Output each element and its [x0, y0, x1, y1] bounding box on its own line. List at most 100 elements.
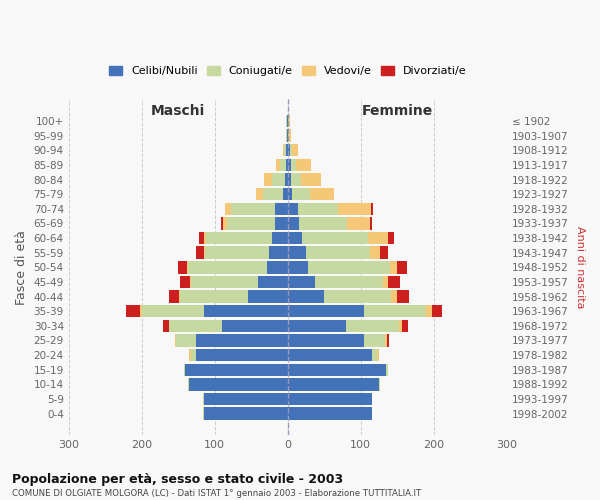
Bar	[275, 202, 287, 215]
Bar	[191, 349, 196, 362]
Bar	[204, 408, 287, 420]
Bar	[298, 202, 338, 215]
Bar	[272, 232, 287, 244]
Bar	[283, 144, 284, 156]
Bar	[368, 232, 388, 244]
Bar	[287, 174, 290, 186]
Bar	[142, 305, 204, 318]
Bar	[346, 320, 398, 332]
Bar	[285, 174, 287, 186]
Bar	[175, 334, 176, 346]
Bar	[427, 305, 432, 318]
Bar	[283, 188, 287, 200]
Bar	[204, 232, 206, 244]
Bar	[397, 261, 407, 274]
Bar	[287, 158, 290, 171]
Bar	[377, 349, 379, 362]
Bar	[196, 334, 287, 346]
Bar	[169, 320, 222, 332]
Bar	[287, 378, 379, 390]
Bar	[267, 261, 287, 274]
Bar	[386, 364, 388, 376]
Bar	[204, 393, 287, 405]
Bar	[347, 217, 370, 230]
Bar	[302, 232, 368, 244]
Bar	[287, 364, 386, 376]
Bar	[287, 246, 306, 259]
Bar	[125, 305, 140, 318]
Bar	[289, 130, 290, 142]
Bar	[206, 232, 272, 244]
Y-axis label: Fasce di età: Fasce di età	[15, 230, 28, 305]
Bar	[190, 276, 191, 288]
Bar	[188, 378, 189, 390]
Bar	[316, 276, 383, 288]
Bar	[364, 334, 385, 346]
Bar	[256, 188, 263, 200]
Bar	[287, 130, 289, 142]
Bar	[290, 158, 296, 171]
Bar	[287, 232, 302, 244]
Bar	[227, 217, 275, 230]
Bar	[287, 290, 324, 303]
Bar	[199, 232, 204, 244]
Bar	[371, 408, 373, 420]
Bar	[181, 290, 248, 303]
Bar	[140, 305, 142, 318]
Bar	[380, 246, 388, 259]
Bar	[284, 144, 286, 156]
Bar	[370, 246, 380, 259]
Bar	[286, 130, 287, 142]
Bar	[287, 334, 364, 346]
Bar	[276, 158, 280, 171]
Bar	[188, 261, 267, 274]
Y-axis label: Anni di nascita: Anni di nascita	[575, 226, 585, 308]
Bar	[184, 364, 185, 376]
Bar	[370, 217, 373, 230]
Bar	[296, 158, 311, 171]
Bar	[290, 144, 292, 156]
Bar	[196, 246, 204, 259]
Bar	[432, 305, 442, 318]
Bar	[185, 364, 287, 376]
Bar	[324, 290, 391, 303]
Bar	[189, 349, 191, 362]
Bar	[163, 320, 169, 332]
Bar	[179, 276, 190, 288]
Bar	[398, 320, 403, 332]
Bar	[306, 246, 370, 259]
Bar	[388, 276, 400, 288]
Text: COMUNE DI OLGIATE MOLGORA (LC) - Dati ISTAT 1° gennaio 2003 - Elaborazione TUTTI: COMUNE DI OLGIATE MOLGORA (LC) - Dati IS…	[12, 489, 421, 498]
Bar	[178, 261, 187, 274]
Bar	[287, 115, 289, 127]
Bar	[403, 320, 408, 332]
Bar	[292, 188, 310, 200]
Bar	[280, 158, 286, 171]
Bar	[287, 320, 346, 332]
Bar	[387, 334, 389, 346]
Bar	[221, 217, 223, 230]
Bar	[310, 188, 334, 200]
Bar	[187, 261, 188, 274]
Legend: Celibi/Nubili, Coniugati/e, Vedovi/e, Divorziati/e: Celibi/Nubili, Coniugati/e, Vedovi/e, Di…	[104, 62, 471, 80]
Bar	[289, 115, 290, 127]
Bar	[287, 144, 290, 156]
Bar	[287, 202, 298, 215]
Bar	[287, 188, 292, 200]
Bar	[383, 276, 388, 288]
Bar	[287, 305, 364, 318]
Bar	[338, 202, 371, 215]
Bar	[290, 174, 301, 186]
Bar	[248, 290, 287, 303]
Bar	[286, 115, 287, 127]
Bar	[287, 408, 371, 420]
Bar	[301, 174, 321, 186]
Bar	[269, 246, 287, 259]
Bar	[169, 290, 179, 303]
Bar	[265, 174, 272, 186]
Bar	[371, 349, 377, 362]
Bar	[379, 378, 380, 390]
Text: Popolazione per età, sesso e stato civile - 2003: Popolazione per età, sesso e stato civil…	[12, 472, 343, 486]
Text: Femmine: Femmine	[362, 104, 433, 118]
Bar	[287, 276, 316, 288]
